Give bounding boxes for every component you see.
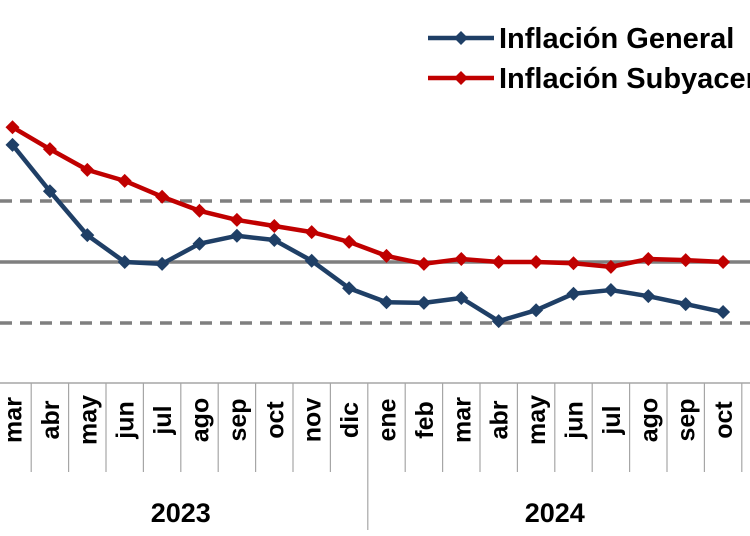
legend-marker <box>454 31 468 45</box>
data-point-marker <box>155 256 170 271</box>
x-tick-label: ago <box>635 398 663 442</box>
year-label: 2023 <box>151 498 211 528</box>
x-tick-label: oct <box>710 401 738 439</box>
data-point-marker <box>379 248 394 263</box>
data-point-marker <box>117 173 132 188</box>
x-tick-label: jun <box>112 401 140 440</box>
data-point-marker <box>42 142 57 157</box>
data-point-marker <box>529 303 544 318</box>
data-point-marker <box>416 295 431 310</box>
x-tick-label: abr <box>37 400 65 439</box>
data-point-marker <box>678 297 693 312</box>
data-point-marker <box>716 255 731 269</box>
data-point-marker <box>379 295 394 310</box>
data-point-marker <box>641 289 656 304</box>
data-point-marker <box>342 234 357 249</box>
x-tick-label: may <box>523 395 551 445</box>
legend-item: Inflación Subyacente <box>428 63 750 95</box>
legend-label: Inflación Subyacente <box>499 63 750 95</box>
data-point-marker <box>454 290 469 305</box>
x-tick-label: abr <box>486 400 514 439</box>
data-point-marker <box>304 253 319 268</box>
x-tick-label: nov <box>299 398 327 443</box>
data-point-marker <box>229 212 244 227</box>
data-point-marker <box>491 255 506 269</box>
legend-label: Inflación General <box>499 23 734 55</box>
data-point-marker <box>117 255 132 269</box>
data-point-marker <box>192 203 207 218</box>
x-tick-label: sep <box>224 398 252 441</box>
x-tick-label: may <box>74 395 102 445</box>
data-point-marker <box>454 251 469 266</box>
data-point-marker <box>267 219 282 234</box>
data-point-marker <box>716 305 731 320</box>
data-point-marker <box>192 236 207 251</box>
data-point-marker <box>603 283 618 298</box>
x-tick-label: sep <box>673 398 701 441</box>
data-point-marker <box>416 256 431 271</box>
x-tick-label: ago <box>187 398 215 442</box>
series-line <box>11 125 724 270</box>
data-point-marker <box>155 189 170 204</box>
x-tick-label: jul <box>149 405 177 435</box>
data-point-marker <box>80 228 95 243</box>
data-point-marker <box>529 255 544 269</box>
x-tick-label: mar <box>0 397 28 443</box>
series-line <box>10 143 724 324</box>
legend-marker <box>454 71 468 85</box>
x-tick-label: ene <box>374 398 402 441</box>
data-point-marker <box>566 286 581 301</box>
data-point-marker <box>342 281 357 296</box>
data-point-marker <box>491 314 506 329</box>
x-tick-label: dic <box>336 402 364 438</box>
data-point-marker <box>42 184 57 199</box>
x-tick-label: jun <box>561 401 589 440</box>
legend-item: Inflación General <box>428 23 734 55</box>
x-tick-label: oct <box>261 401 289 439</box>
x-tick-label: feb <box>411 401 439 439</box>
data-point-marker <box>304 225 319 240</box>
data-point-marker <box>267 233 282 248</box>
data-point-marker <box>603 259 618 274</box>
data-point-marker <box>5 120 20 135</box>
year-label: 2024 <box>525 498 585 528</box>
data-point-marker <box>229 228 244 243</box>
x-tick-label: mar <box>448 397 476 443</box>
data-point-marker <box>5 137 20 152</box>
data-point-marker <box>566 256 581 271</box>
series-0 <box>5 137 731 329</box>
data-point-marker <box>678 253 693 268</box>
x-tick-label: jul <box>598 405 626 435</box>
data-point-marker <box>80 162 95 177</box>
series-1 <box>5 120 731 274</box>
data-point-marker <box>641 251 656 266</box>
